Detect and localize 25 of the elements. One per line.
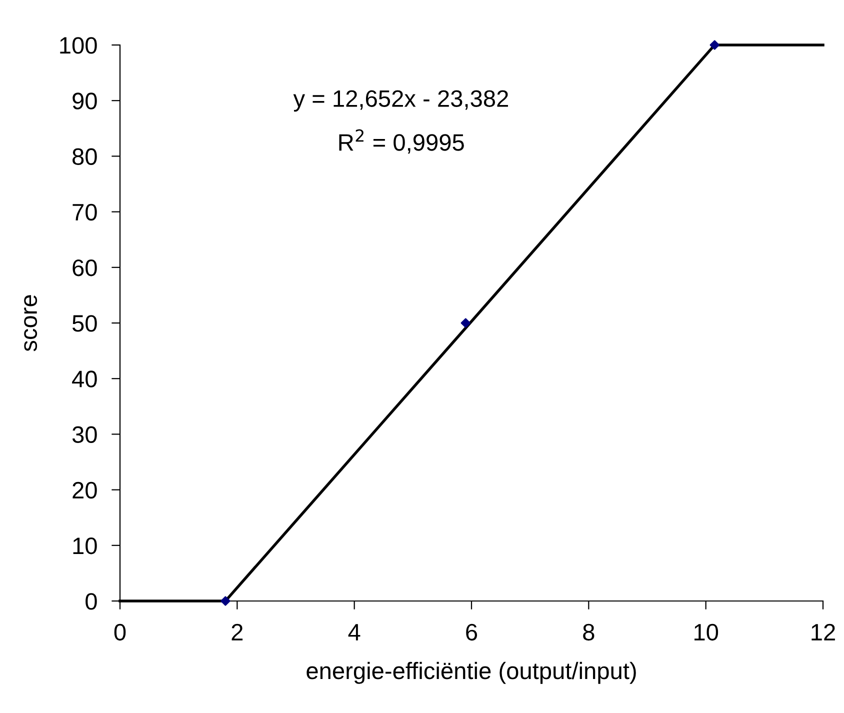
annotation: y = 12,652x - 23,382 bbox=[293, 90, 508, 112]
x-tick-label: 6 bbox=[466, 624, 478, 641]
y-tick-label: 100 bbox=[60, 37, 97, 54]
y-tick-label: 10 bbox=[73, 537, 97, 554]
y-axis-title: score bbox=[24, 295, 38, 352]
x-tick-label: 12 bbox=[812, 624, 835, 640]
x-tick-label: 0 bbox=[114, 624, 126, 641]
x-tick-label: 8 bbox=[583, 624, 594, 641]
point bbox=[710, 40, 720, 50]
y-tick-label: 50 bbox=[72, 315, 97, 332]
y-tick-label: 70 bbox=[72, 204, 97, 221]
y-tick-label: 40 bbox=[72, 370, 97, 388]
y-tick-label: 60 bbox=[72, 259, 97, 276]
x-tick-label: 10 bbox=[694, 624, 718, 641]
y-tick-label: 80 bbox=[72, 148, 97, 165]
point bbox=[220, 596, 230, 606]
annotation: R$^{2}$ = 0,9995 bbox=[339, 129, 464, 154]
point bbox=[460, 318, 471, 328]
y-tick-label: 0 bbox=[86, 593, 97, 610]
x-tick-label: 2 bbox=[232, 624, 243, 640]
x-axis-title: energie-efficiëntie (output/input) bbox=[306, 662, 636, 684]
y-tick-label: 20 bbox=[72, 482, 97, 499]
y-tick-label: 30 bbox=[72, 426, 97, 443]
x-tick-label: 4 bbox=[348, 624, 360, 640]
y-tick-label: 90 bbox=[72, 92, 97, 110]
